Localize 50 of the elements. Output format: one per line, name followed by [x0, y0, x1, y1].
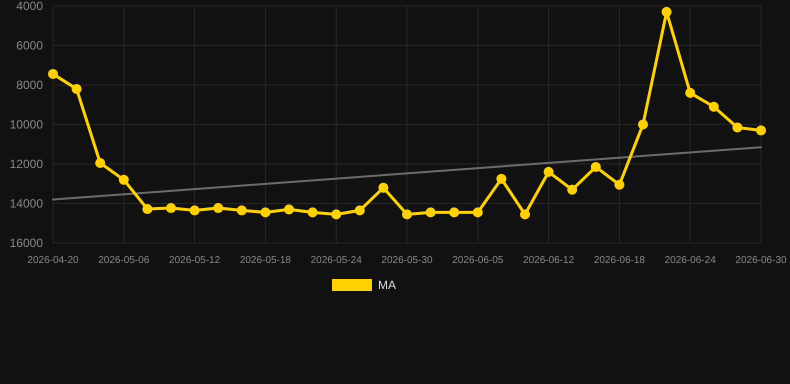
point: [284, 204, 294, 214]
point: [567, 184, 578, 195]
point: [662, 6, 672, 17]
point: [685, 88, 696, 98]
x-tick-label: 2026-06-05: [452, 255, 504, 266]
point: [732, 122, 742, 132]
x-tick-label: 2026-06-12: [523, 255, 575, 266]
point: [638, 120, 648, 130]
point: [260, 207, 270, 218]
x-tick-label: 2026-05-12: [169, 255, 221, 266]
x-tick-label: 2026-05-24: [310, 255, 362, 266]
point: [520, 209, 530, 220]
point: [95, 158, 106, 168]
x-tick-label: 2026-05-30: [381, 255, 434, 266]
y-tick-label: 12000: [10, 157, 44, 172]
point: [590, 162, 601, 172]
point: [118, 174, 129, 185]
point: [402, 209, 412, 220]
x-tick-label: 2026-05-06: [98, 255, 150, 266]
x-tick-label: 2026-06-18: [594, 255, 646, 266]
y-tick-label: 6000: [16, 38, 44, 53]
point: [48, 68, 58, 79]
point: [190, 205, 200, 216]
y-tick-label: 14000: [10, 196, 44, 211]
x-tick-label: 2026-04-20: [27, 255, 80, 266]
y-tick-label: 16000: [10, 236, 44, 250]
y-tick-label: 4000: [16, 0, 44, 14]
point: [213, 203, 224, 214]
point: [378, 182, 388, 193]
x-tick-label: 2026-06-24: [664, 255, 716, 266]
point: [426, 207, 436, 218]
point: [142, 204, 152, 214]
point: [166, 203, 176, 214]
point: [308, 207, 318, 218]
point: [496, 174, 506, 184]
x-tick-label: 2026-05-18: [240, 255, 292, 266]
point: [72, 84, 82, 94]
legend-label: MA: [378, 278, 396, 292]
point: [331, 209, 342, 220]
point: [449, 207, 460, 218]
point: [354, 205, 365, 216]
y-tick-label: 8000: [16, 78, 44, 92]
point: [236, 205, 247, 216]
point: [614, 180, 624, 190]
point: [544, 166, 554, 177]
point: [472, 207, 483, 218]
y-tick-label: 10000: [10, 118, 44, 132]
point: [708, 102, 719, 112]
x-tick-label: 2026-06-30: [735, 255, 788, 266]
point: [756, 125, 766, 136]
